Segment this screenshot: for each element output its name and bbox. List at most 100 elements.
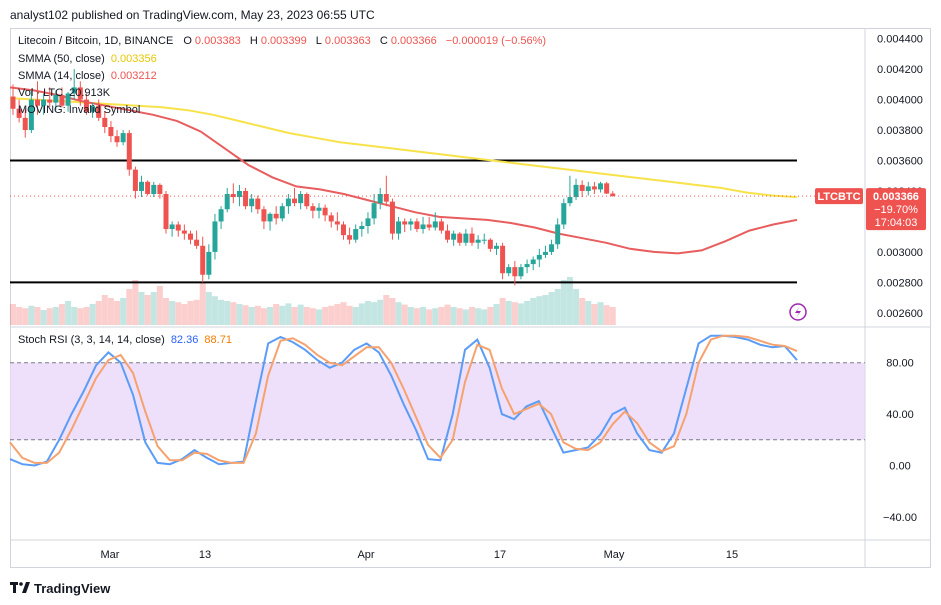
volume-bar — [371, 302, 378, 325]
candle-body — [340, 224, 346, 236]
candle-body — [469, 233, 475, 243]
volume-bar — [187, 301, 194, 325]
volume-bar — [107, 298, 114, 325]
volume-bar — [77, 308, 84, 325]
volume-bar — [169, 301, 176, 325]
candle-body — [402, 221, 408, 225]
candle-body — [139, 181, 145, 191]
candle-body — [438, 221, 444, 231]
stoch-d-value: 88.71 — [204, 334, 232, 346]
candle-body — [267, 213, 273, 222]
candle-body — [591, 186, 597, 190]
candle-body — [579, 184, 585, 191]
volume-bar — [444, 304, 451, 325]
volume-bar — [181, 304, 188, 325]
candle-body — [22, 117, 28, 131]
volume-bar — [420, 307, 427, 325]
footer-brand[interactable]: TradingView — [10, 578, 110, 598]
price-tag-value: 0.003366 — [873, 191, 919, 203]
candle-body — [359, 226, 365, 230]
volume-bar — [511, 302, 518, 325]
volume-bar — [22, 308, 29, 325]
candle-body — [292, 198, 298, 204]
smma50-legend: SMMA (50, close) 0.003356 — [18, 53, 160, 65]
candle-body — [353, 229, 359, 240]
candle-body — [126, 133, 132, 170]
volume-bar — [279, 305, 286, 325]
time-axis-tick-label: 13 — [199, 549, 211, 561]
candle-body — [157, 184, 163, 195]
volume-bar — [236, 304, 243, 325]
candle-body — [316, 207, 322, 211]
candle-body — [175, 224, 181, 231]
candle-body — [598, 183, 604, 190]
publisher-credit: analyst102 published on TradingView.com,… — [10, 8, 375, 22]
price-tag-change: −19.70% — [874, 204, 918, 216]
volume-bar — [273, 304, 280, 325]
candle-body — [463, 233, 469, 243]
candle-body — [524, 264, 530, 268]
candle-body — [102, 117, 108, 127]
candle-body — [83, 99, 89, 112]
candle-body — [365, 218, 371, 226]
volume-bar — [566, 277, 573, 325]
candle-body — [549, 244, 555, 252]
time-axis-tick-label: 15 — [726, 549, 738, 561]
candle-body — [218, 209, 224, 222]
volume-bar — [138, 292, 145, 325]
candle-body — [481, 239, 487, 241]
volume-bar — [487, 307, 494, 325]
candle-body — [512, 267, 518, 277]
candle-body — [567, 197, 573, 204]
chart-header: analyst102 published on TradingView.com,… — [0, 0, 941, 28]
volume-label: Vol · LTC — [18, 87, 64, 99]
volume-bar — [322, 307, 329, 325]
volume-bar — [156, 286, 163, 325]
price-axis-tick-label: 0.003800 — [877, 125, 923, 137]
candle-body — [518, 267, 524, 277]
candle-body — [212, 221, 218, 252]
stoch-axis-tick-label: 0.00 — [889, 460, 910, 472]
volume-bar — [267, 307, 274, 325]
price-axis-tick-label: 0.003000 — [877, 247, 923, 259]
volume-bar — [297, 304, 304, 325]
volume-bar — [230, 302, 237, 325]
volume-bar — [573, 289, 580, 325]
volume-bar — [285, 303, 292, 325]
stoch-k-line — [9, 334, 798, 467]
candle-body — [108, 127, 114, 137]
legend-close: C 0.003366 — [379, 35, 437, 47]
candle-body — [328, 215, 334, 222]
candle-body — [561, 203, 567, 225]
candle-body — [187, 233, 193, 240]
candle-body — [298, 194, 304, 204]
candle-body — [451, 233, 457, 240]
volume-bar — [120, 298, 127, 325]
volume-bar — [309, 308, 316, 325]
volume-bar — [426, 309, 433, 325]
candle-body — [285, 198, 291, 207]
volume-bar — [242, 305, 249, 325]
moving-label: MOVING: Invalid Symbol — [18, 104, 141, 116]
volume-bar — [10, 304, 16, 325]
legend-open: O 0.003383 — [183, 35, 241, 47]
volume-bar — [542, 295, 549, 325]
candle-body — [200, 245, 206, 275]
candle-body — [169, 224, 175, 230]
candle-body — [389, 201, 395, 234]
candle-body — [555, 224, 561, 245]
candle-body — [585, 186, 591, 191]
candle-body — [163, 194, 169, 230]
volume-bar — [346, 305, 353, 325]
volume-bar — [364, 301, 371, 325]
legend-change: −0.000019 (−0.56%) — [445, 35, 547, 47]
volume-bar — [89, 304, 96, 325]
volume-bar — [58, 304, 65, 325]
candle-body — [426, 224, 432, 228]
volume-bar — [438, 307, 445, 325]
candle-body — [414, 221, 420, 230]
volume-bar — [536, 296, 543, 325]
volume-bar — [46, 308, 53, 325]
candle-body — [120, 133, 126, 143]
